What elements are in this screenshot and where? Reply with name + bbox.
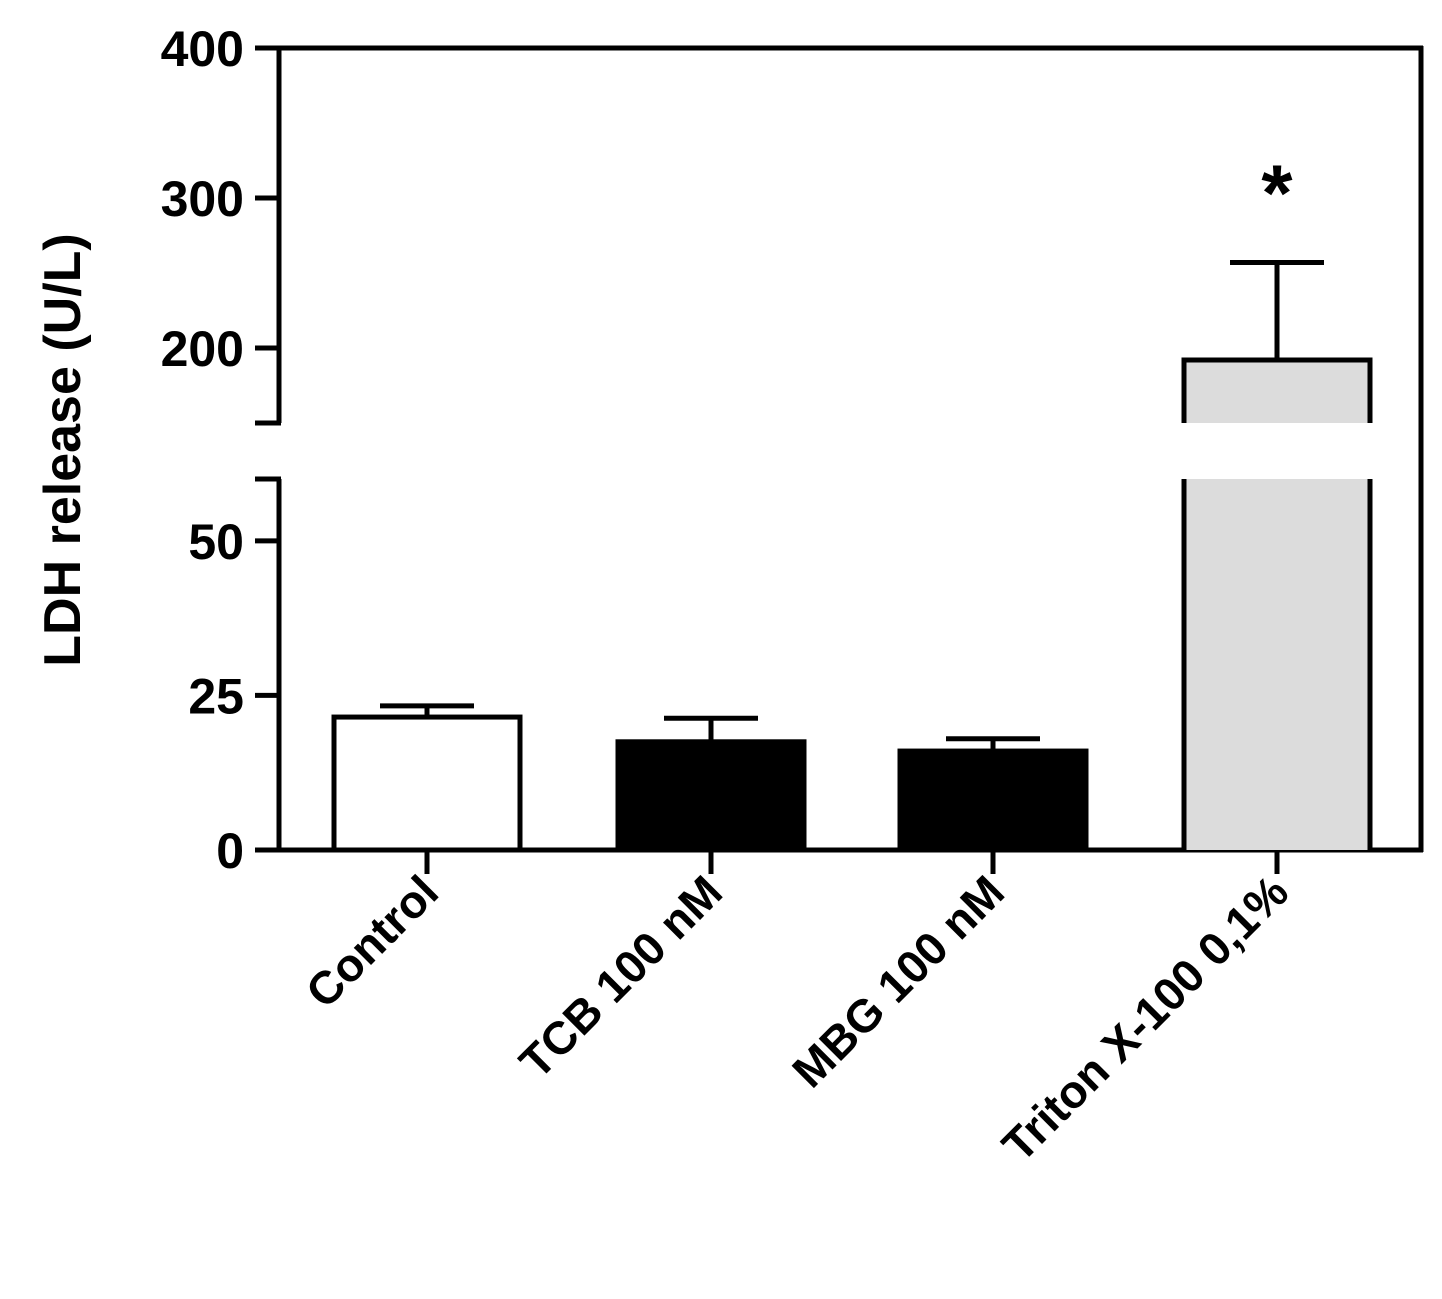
x-tick-label: TCB 100 nM (509, 865, 732, 1088)
bar (897, 748, 1089, 853)
y-tick-label: 200 (161, 321, 244, 377)
y-tick-label: 300 (161, 171, 244, 227)
y-tick-label: 50 (188, 514, 244, 570)
x-tick-label: Triton X-100 0,1% (992, 865, 1298, 1171)
bar-group: * (1181, 149, 1373, 850)
y-tick-label: 0 (216, 823, 244, 879)
bar-upper-segment (1184, 360, 1370, 423)
bar-group (897, 736, 1089, 853)
bar-group (615, 715, 807, 853)
y-ticks: 0 25 50 200 300 400 (161, 21, 281, 879)
bar-edge-lower (1181, 479, 1373, 850)
bar (1184, 479, 1370, 850)
bar (331, 714, 523, 853)
y-tick-label: 400 (161, 21, 244, 77)
x-tick-label: Control (296, 865, 448, 1017)
significance-marker: * (1261, 149, 1293, 238)
bar (615, 739, 807, 853)
bars: * (331, 149, 1373, 853)
x-tick-label: MBG 100 nM (782, 865, 1014, 1097)
y-axis-title: LDH release (U/L) (34, 233, 92, 666)
bar-group (331, 703, 523, 853)
y-tick-label: 25 (188, 668, 244, 724)
